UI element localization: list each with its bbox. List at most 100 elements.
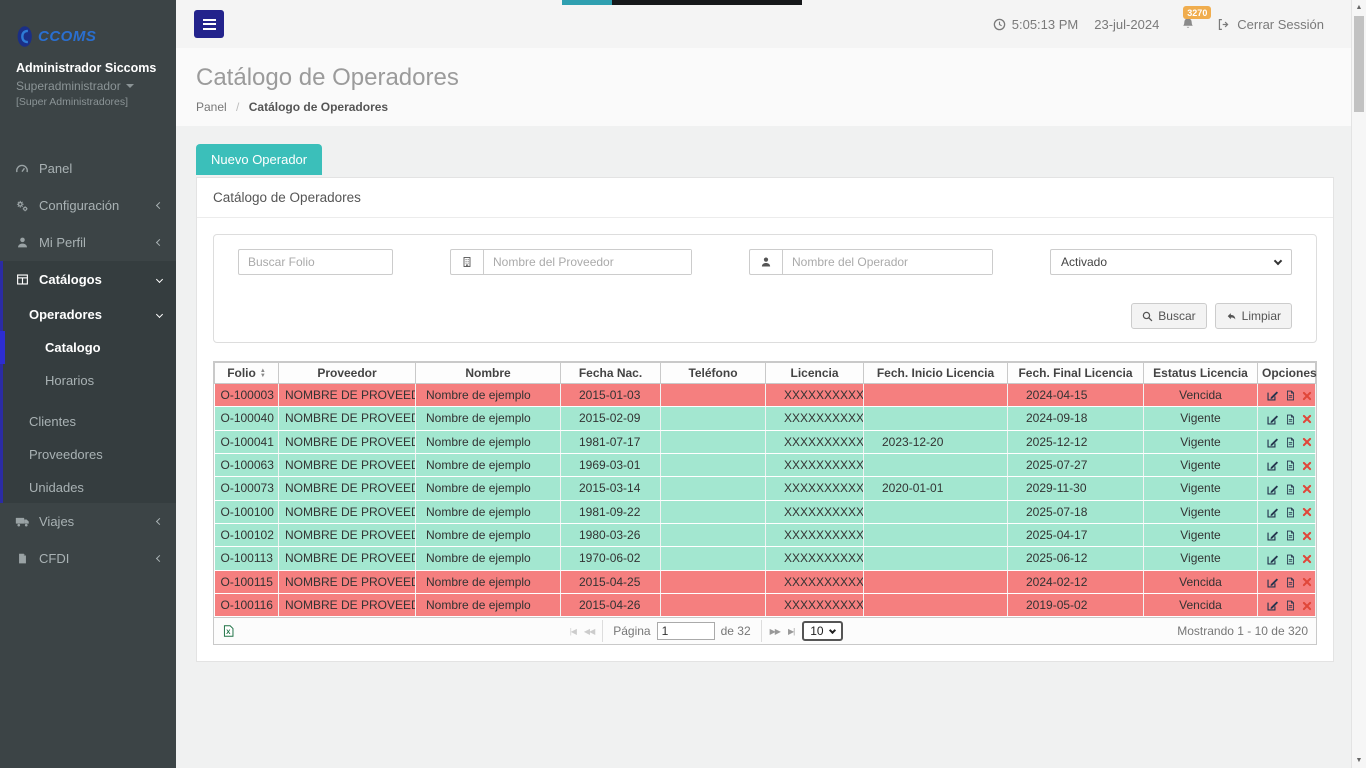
delete-x-icon[interactable]: [1302, 484, 1312, 494]
sidebar-item-mi-perfil[interactable]: Mi Perfil: [0, 224, 176, 261]
edit-icon[interactable]: [1266, 436, 1279, 449]
sidebar-toggle-button[interactable]: [194, 10, 224, 38]
document-icon[interactable]: [1285, 436, 1296, 449]
cell-estatus: Vigente: [1144, 523, 1258, 546]
edit-icon[interactable]: [1266, 506, 1279, 519]
content: Nuevo Operador Catálogo de Operadores: [176, 126, 1354, 768]
edit-icon[interactable]: [1266, 599, 1279, 612]
delete-x-icon[interactable]: [1302, 414, 1312, 424]
cell-inicio-licencia: [864, 407, 1008, 430]
export-excel-icon[interactable]: X: [222, 624, 235, 638]
notifications-button[interactable]: 3270: [1181, 17, 1195, 31]
edit-icon[interactable]: [1266, 576, 1279, 589]
table-row[interactable]: O-100116 NOMBRE DE PROVEEDOR Nombre de e…: [215, 593, 1316, 616]
cell-licencia: XXXXXXXXXX: [766, 477, 864, 500]
sidebar-item-clientes[interactable]: Clientes: [3, 405, 176, 438]
document-icon[interactable]: [1285, 576, 1296, 589]
bell-icon: [1181, 17, 1195, 31]
delete-x-icon[interactable]: [1302, 554, 1312, 564]
page-input[interactable]: [657, 622, 715, 640]
table-row[interactable]: O-100100 NOMBRE DE PROVEEDOR Nombre de e…: [215, 500, 1316, 523]
cell-opciones: [1258, 570, 1316, 593]
edit-icon[interactable]: [1266, 483, 1279, 496]
col-folio[interactable]: Folio▲▼: [215, 363, 279, 384]
cell-fecha-nac: 1970-06-02: [561, 547, 661, 570]
user-icon: [14, 236, 30, 249]
scrollbar-thumb[interactable]: [1354, 16, 1364, 112]
table-row[interactable]: O-100102 NOMBRE DE PROVEEDOR Nombre de e…: [215, 523, 1316, 546]
sidebar-item-horarios[interactable]: Horarios: [3, 364, 176, 397]
scrollbar[interactable]: ▲ ▼: [1351, 0, 1366, 768]
edit-icon[interactable]: [1266, 389, 1279, 402]
edit-icon[interactable]: [1266, 529, 1279, 542]
document-icon[interactable]: [1285, 599, 1296, 612]
buscar-button[interactable]: Buscar: [1131, 303, 1206, 329]
proveedor-search-input[interactable]: [484, 250, 691, 274]
operador-search-input[interactable]: [783, 250, 992, 274]
folio-search-input[interactable]: [238, 249, 393, 275]
pagination-prev-button[interactable]: ◀◀: [584, 627, 594, 636]
new-operator-button[interactable]: Nuevo Operador: [196, 144, 322, 175]
sidebar-item-unidades[interactable]: Unidades: [3, 471, 176, 503]
document-icon[interactable]: [1285, 529, 1296, 542]
cell-final-licencia: 2025-07-27: [1008, 453, 1144, 476]
delete-x-icon[interactable]: [1302, 577, 1312, 587]
document-icon[interactable]: [1285, 389, 1296, 402]
current-date: 23-jul-2024: [1094, 17, 1159, 32]
sidebar-item-catalogos[interactable]: Catálogos: [3, 261, 176, 298]
table-row[interactable]: O-100041 NOMBRE DE PROVEEDOR Nombre de e…: [215, 430, 1316, 453]
col-final-licencia: Fech. Final Licencia: [1008, 363, 1144, 384]
table-row[interactable]: O-100113 NOMBRE DE PROVEEDOR Nombre de e…: [215, 547, 1316, 570]
chevron-down-icon: [156, 276, 163, 283]
sidebar-item-viajes[interactable]: Viajes: [0, 503, 176, 540]
cell-inicio-licencia: [864, 523, 1008, 546]
page-size-select[interactable]: 10: [802, 621, 842, 641]
sidebar-item-proveedores[interactable]: Proveedores: [3, 438, 176, 471]
col-opciones: Opciones: [1258, 363, 1316, 384]
table-row[interactable]: O-100115 NOMBRE DE PROVEEDOR Nombre de e…: [215, 570, 1316, 593]
showing-label: Mostrando 1 - 10 de 320: [1177, 624, 1308, 638]
delete-x-icon[interactable]: [1302, 437, 1312, 447]
edit-icon[interactable]: [1266, 459, 1279, 472]
estado-select[interactable]: Activado: [1050, 249, 1292, 275]
sidebar-item-operadores[interactable]: Operadores: [3, 298, 176, 331]
cell-proveedor: NOMBRE DE PROVEEDOR: [279, 523, 416, 546]
edit-icon[interactable]: [1266, 553, 1279, 566]
document-icon[interactable]: [1285, 506, 1296, 519]
delete-x-icon[interactable]: [1302, 507, 1312, 517]
logout-button[interactable]: Cerrar Sessión: [1217, 17, 1324, 32]
pagination-next-button[interactable]: ▶▶: [770, 627, 780, 636]
cell-final-licencia: 2025-04-17: [1008, 523, 1144, 546]
user-role-dropdown[interactable]: Superadministrador: [16, 79, 160, 93]
delete-x-icon[interactable]: [1302, 531, 1312, 541]
cell-proveedor: NOMBRE DE PROVEEDOR: [279, 593, 416, 616]
document-icon[interactable]: [1285, 553, 1296, 566]
col-telefono: Teléfono: [661, 363, 766, 384]
scroll-down-button[interactable]: ▼: [1352, 753, 1366, 768]
delete-x-icon[interactable]: [1302, 601, 1312, 611]
limpiar-button[interactable]: Limpiar: [1215, 303, 1292, 329]
document-icon[interactable]: [1285, 483, 1296, 496]
document-icon[interactable]: [1285, 459, 1296, 472]
cell-opciones: [1258, 453, 1316, 476]
table-row[interactable]: O-100073 NOMBRE DE PROVEEDOR Nombre de e…: [215, 477, 1316, 500]
edit-icon[interactable]: [1266, 413, 1279, 426]
delete-x-icon[interactable]: [1302, 391, 1312, 401]
table-row[interactable]: O-100040 NOMBRE DE PROVEEDOR Nombre de e…: [215, 407, 1316, 430]
pagination-last-button[interactable]: ▶|: [788, 627, 794, 636]
cell-inicio-licencia: [864, 453, 1008, 476]
table-row[interactable]: O-100063 NOMBRE DE PROVEEDOR Nombre de e…: [215, 453, 1316, 476]
breadcrumb-panel[interactable]: Panel: [196, 100, 227, 114]
delete-x-icon[interactable]: [1302, 461, 1312, 471]
sidebar-item-panel[interactable]: Panel: [0, 150, 176, 187]
sidebar-item-configuracion[interactable]: Configuración: [0, 187, 176, 224]
cell-opciones: [1258, 500, 1316, 523]
table-row[interactable]: O-100003 NOMBRE DE PROVEEDoR Nombre de e…: [215, 384, 1316, 407]
sidebar-item-catalogo[interactable]: Catalogo: [3, 331, 176, 364]
cell-telefono: [661, 407, 766, 430]
scroll-up-button[interactable]: ▲: [1352, 0, 1366, 15]
pagination-first-button[interactable]: |◀: [570, 627, 576, 636]
sidebar-item-cfdi[interactable]: CFDI: [0, 540, 176, 577]
sidebar: CCOMS Administrador Siccoms Superadminis…: [0, 0, 176, 768]
document-icon[interactable]: [1285, 413, 1296, 426]
